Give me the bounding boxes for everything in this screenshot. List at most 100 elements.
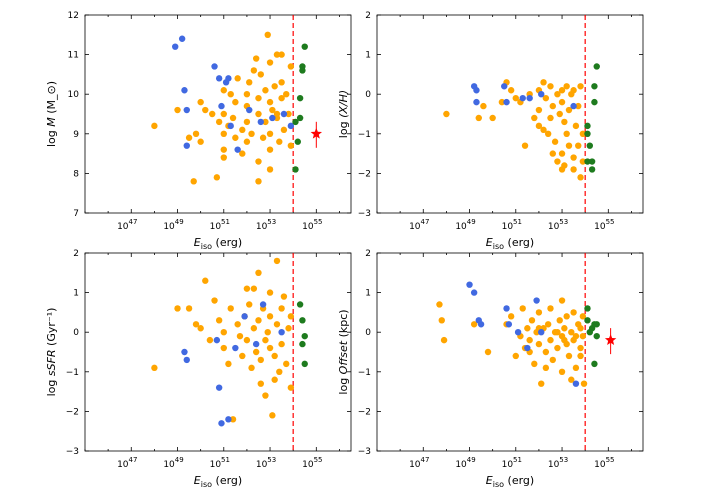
x-tick-label: 1055	[594, 456, 614, 470]
orange-point	[264, 31, 271, 38]
orange-point	[547, 305, 554, 312]
y-axis-label: log Offset (kpc)	[337, 309, 350, 394]
green-point	[584, 317, 591, 324]
y-tick-label: −2	[358, 407, 371, 417]
plot-frame	[376, 14, 644, 214]
y-tick-label: 10	[68, 90, 80, 100]
blue-point	[234, 146, 241, 153]
y-tick-label: 8	[73, 169, 79, 179]
orange-point	[549, 150, 556, 157]
orange-point	[579, 332, 587, 340]
orange-point	[556, 110, 563, 118]
y-axis-label: log (X/H)	[337, 90, 350, 138]
orange-point	[273, 257, 281, 265]
y-tick-label: 2	[365, 249, 371, 259]
y-tick-label: −3	[358, 447, 371, 457]
x-axis-label: Eiso (erg)	[194, 474, 242, 489]
orange-point	[250, 67, 258, 74]
orange-point	[202, 106, 209, 114]
orange-point	[561, 162, 568, 169]
panel-ssfr: −3 −2 −1 0 1 2 1047 1049 1051 1053 1055 Eiso (erg) l…	[45, 249, 352, 489]
blue-point	[257, 118, 264, 126]
orange-point	[174, 305, 181, 312]
orange-point	[266, 289, 274, 296]
orange-point	[542, 364, 550, 372]
green-point	[301, 332, 308, 340]
orange-point	[229, 416, 237, 423]
orange-point	[579, 130, 587, 137]
x-tick-label: 1055	[302, 218, 322, 232]
orange-point	[531, 360, 538, 368]
blue-point	[252, 340, 260, 348]
orange-point	[535, 122, 543, 130]
orange-point	[577, 83, 584, 90]
blue-point	[232, 344, 239, 352]
orange-point	[563, 130, 570, 137]
orange-point	[283, 360, 290, 368]
orange-point	[225, 360, 232, 368]
orange-point	[440, 336, 448, 344]
orange-point	[271, 83, 278, 90]
orange-point	[577, 344, 584, 352]
blue-point	[183, 356, 190, 364]
x-tick-label: 1051	[210, 218, 230, 232]
orange-point	[280, 126, 288, 134]
orange-point	[544, 321, 552, 328]
x-tick-label: 1047	[117, 456, 137, 470]
orange-point	[563, 313, 570, 320]
orange-point	[519, 305, 526, 312]
orange-point	[220, 329, 227, 336]
orange-point	[192, 130, 200, 137]
blue-point	[183, 106, 190, 114]
blue-point	[181, 348, 188, 356]
orange-point	[255, 269, 262, 276]
orange-point	[266, 130, 274, 137]
orange-point	[480, 102, 487, 110]
blue-point	[278, 329, 285, 336]
orange-point	[547, 336, 554, 344]
blue-point	[215, 75, 223, 82]
y-tick-label: −3	[66, 447, 79, 457]
orange-point	[554, 344, 561, 352]
blue-point	[172, 43, 179, 50]
x-tick-label: 1047	[117, 218, 137, 232]
orange-point	[250, 285, 258, 292]
y-tick-label: 2	[365, 11, 371, 21]
orange-point	[220, 344, 227, 352]
blue-point	[213, 336, 221, 344]
orange-point	[484, 348, 492, 356]
panel-offset: −3 −2 −1 0 1 2 1047 1049 1051 1053 1055 Eiso (erg) l…	[337, 249, 644, 489]
orange-point	[285, 325, 292, 332]
green-point	[588, 166, 596, 173]
x-tick-label: 1053	[548, 456, 568, 470]
orange-point	[197, 325, 204, 332]
orange-point	[287, 142, 295, 149]
x-tick-label: 1049	[163, 218, 183, 232]
blue-point	[466, 281, 473, 288]
green-point	[586, 329, 593, 336]
y-tick-label: 9	[73, 130, 79, 140]
orange-point	[572, 364, 580, 372]
orange-point	[535, 309, 543, 316]
orange-point	[266, 344, 274, 352]
blue-point	[178, 35, 186, 42]
y-tick-label: −3	[358, 209, 371, 219]
orange-point	[220, 146, 227, 153]
orange-point	[558, 150, 566, 157]
orange-point	[521, 142, 529, 149]
blue-point	[526, 94, 533, 102]
orange-point	[438, 317, 445, 324]
orange-point	[558, 368, 566, 375]
orange-point	[185, 305, 193, 312]
green-point	[584, 158, 591, 165]
orange-point	[257, 380, 264, 387]
orange-point	[250, 325, 258, 332]
orange-point	[266, 98, 274, 106]
orange-point	[549, 102, 556, 110]
green-point	[292, 166, 299, 173]
orange-point	[535, 106, 543, 114]
orange-point	[561, 336, 568, 344]
green-point	[591, 98, 598, 106]
green-point	[593, 321, 600, 328]
orange-point	[197, 138, 204, 145]
